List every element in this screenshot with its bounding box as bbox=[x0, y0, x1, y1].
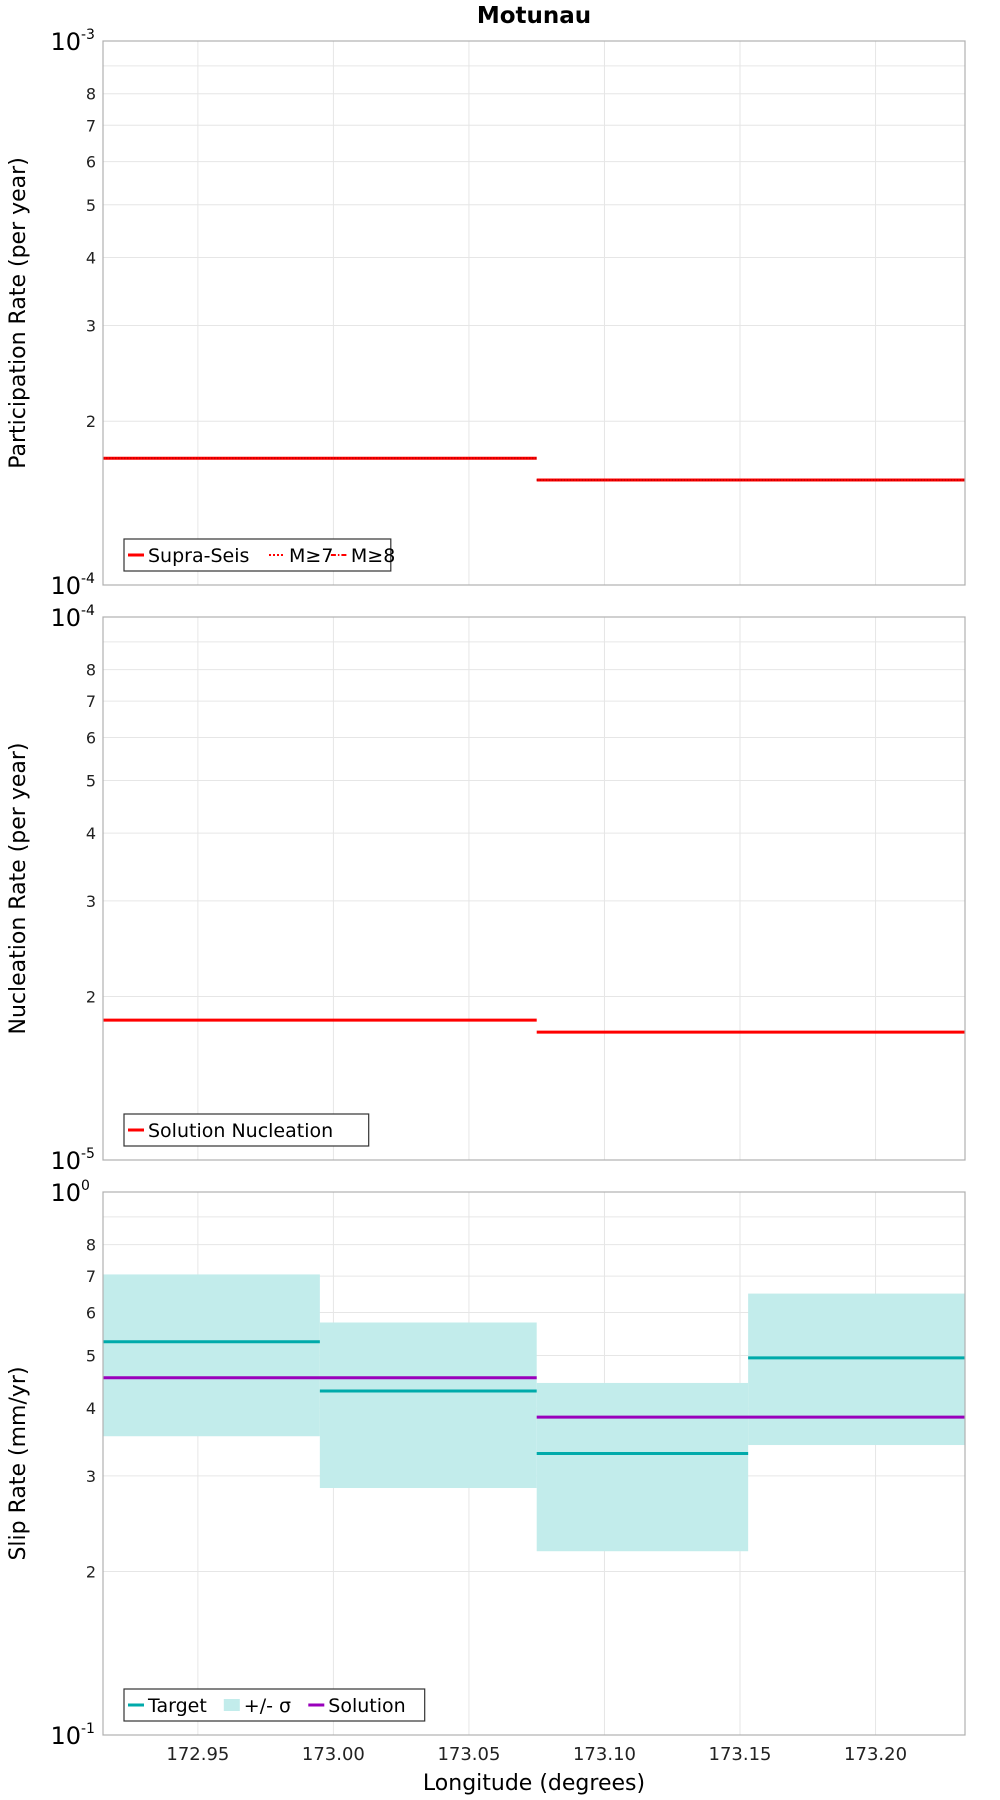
panel-1-frame bbox=[102, 40, 966, 586]
panel-1-ytick-major-base-1: 10 bbox=[50, 28, 81, 56]
chart-xlabel: Longitude (degrees) bbox=[423, 1771, 645, 1796]
panel-3-legend-box bbox=[123, 1688, 426, 1722]
panel-3-legend-label-1: +/- σ bbox=[244, 1695, 291, 1717]
panel-1-legend-label-2: M≥8 bbox=[351, 545, 395, 567]
panel-3-ytick-label-4: 4 bbox=[86, 1399, 96, 1418]
panel-3-ytick-major-base-0: 10 bbox=[50, 1722, 81, 1750]
panel-3-sigma-band-3 bbox=[748, 1293, 965, 1446]
panel-3-ytick-label-8: 8 bbox=[86, 1236, 96, 1255]
panel-3-ytick-major-exp-0: -1 bbox=[81, 1721, 95, 1737]
panel-3-ylabel: Slip Rate (mm/yr) bbox=[6, 1366, 31, 1560]
panel-3-ytick-label-2: 2 bbox=[86, 1563, 96, 1582]
panel-3-frame bbox=[102, 1191, 966, 1736]
panel-3-xtick-label-0: 172.95 bbox=[166, 1744, 229, 1765]
panel-3-xtick-label-3: 173.10 bbox=[573, 1744, 636, 1765]
panel-1-ytick-major-exp-0: -4 bbox=[81, 571, 95, 587]
panel-3-ytick-label-6: 6 bbox=[86, 1303, 96, 1322]
panel-3-ytick-major-exp-1: 0 bbox=[81, 1178, 90, 1194]
panel-3-ytick-major-base-1: 10 bbox=[50, 1179, 81, 1207]
panel-3-ytick-label-7: 7 bbox=[86, 1267, 96, 1286]
panel-1-ytick-label-6: 6 bbox=[86, 153, 96, 172]
panel-1-ytick-major-base-0: 10 bbox=[50, 572, 81, 600]
panel-2-ytick-label-7: 7 bbox=[86, 692, 96, 711]
panel-3-xtick-label-1: 173.00 bbox=[302, 1744, 365, 1765]
panel-1-ytick-major-exp-1: -3 bbox=[81, 27, 95, 43]
panel-2-ytick-label-3: 3 bbox=[86, 892, 96, 911]
panel-1-ytick-label-5: 5 bbox=[86, 196, 96, 215]
panel-3-ytick-label-5: 5 bbox=[86, 1346, 96, 1365]
panel-2-ytick-label-4: 4 bbox=[86, 824, 96, 843]
panel-2-ytick-major-base-1: 10 bbox=[50, 604, 81, 632]
panel-2-ytick-label-2: 2 bbox=[86, 988, 96, 1007]
panel-2-ytick-label-6: 6 bbox=[86, 728, 96, 747]
panel-3-legend-swatch-1 bbox=[223, 1699, 240, 1711]
chart-title: Motunau bbox=[477, 3, 591, 29]
panel-1-legend-label-1: M≥7 bbox=[289, 545, 333, 567]
panel-3-xtick-label-5: 173.20 bbox=[844, 1744, 907, 1765]
panel-3-sigma-band-2 bbox=[536, 1382, 749, 1552]
panel-1-legend-label-0: Supra-Seis bbox=[148, 545, 249, 567]
panel-2-ytick-major-base-0: 10 bbox=[50, 1147, 81, 1175]
panel-1-ytick-label-3: 3 bbox=[86, 316, 96, 335]
panel-3-ytick-label-3: 3 bbox=[86, 1467, 96, 1486]
panel-2-legend-label-0: Solution Nucleation bbox=[148, 1120, 333, 1142]
panel-1-ytick-label-4: 4 bbox=[86, 248, 96, 267]
panel-3-sigma-band-1 bbox=[319, 1322, 537, 1489]
panel-1-ylabel: Participation Rate (per year) bbox=[6, 157, 31, 469]
panel-1-ytick-label-7: 7 bbox=[86, 116, 96, 135]
panel-2-frame bbox=[102, 616, 966, 1161]
panel-3-legend-label-2: Solution bbox=[328, 1695, 405, 1717]
panel-3-legend-label-0: Target bbox=[147, 1695, 207, 1717]
panel-1-ytick-label-2: 2 bbox=[86, 412, 96, 431]
panel-1-ytick-label-8: 8 bbox=[86, 85, 96, 104]
panel-3-sigma-band-0 bbox=[103, 1274, 320, 1437]
panel-2-ytick-major-exp-1: -4 bbox=[81, 603, 95, 619]
panel-2-ylabel: Nucleation Rate (per year) bbox=[6, 743, 31, 1035]
panel-3-xtick-label-4: 173.15 bbox=[709, 1744, 772, 1765]
panel-2-ytick-label-5: 5 bbox=[86, 771, 96, 790]
panel-2-legend-box bbox=[123, 1113, 370, 1147]
panel-3-xtick-label-2: 173.05 bbox=[437, 1744, 500, 1765]
panel-2-ytick-major-exp-0: -5 bbox=[81, 1146, 95, 1162]
panel-2-ytick-label-8: 8 bbox=[86, 661, 96, 680]
